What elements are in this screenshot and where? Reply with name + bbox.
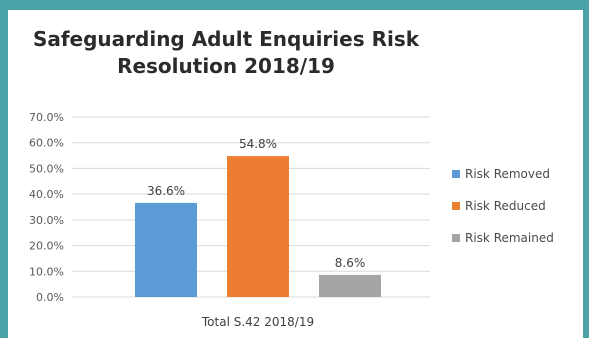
y-tick-label: 70.0%	[29, 111, 64, 124]
x-category-label: Total S.42 2018/19	[201, 315, 314, 329]
chart-title-line-2: Resolution 2018/19	[117, 54, 335, 78]
legend-item-risk-removed: Risk Removed	[452, 166, 582, 182]
legend: Risk Removed Risk Reduced Risk Remained	[452, 166, 582, 262]
bars	[135, 156, 381, 297]
y-tick-label: 0.0%	[36, 291, 64, 304]
y-axis-tick-labels: 0.0% 10.0% 20.0% 30.0% 40.0% 50.0% 60.0% 70.0%	[29, 111, 64, 304]
bar	[319, 274, 381, 297]
legend-label-risk-remained: Risk Remained	[465, 231, 554, 245]
chart-title: Safeguarding Adult Enquiries Risk Resolu…	[0, 26, 452, 80]
y-tick-label: 40.0%	[29, 188, 64, 201]
chart-frame	[8, 10, 583, 338]
chart-title-line-1: Safeguarding Adult Enquiries Risk	[32, 27, 420, 51]
bar	[135, 202, 197, 297]
legend-item-risk-reduced: Risk Reduced	[452, 198, 582, 214]
legend-swatch-risk-remained	[452, 234, 460, 242]
data-label: 54.8%	[239, 137, 277, 151]
y-tick-label: 10.0%	[29, 265, 64, 278]
legend-swatch-risk-reduced	[452, 202, 460, 210]
y-tick-label: 50.0%	[29, 162, 64, 175]
x-axis-category-labels: Total S.42 2018/19	[201, 315, 314, 329]
data-label: 8.6%	[335, 256, 366, 270]
data-label: 36.6%	[147, 184, 185, 198]
legend-item-risk-remained: Risk Remained	[452, 230, 582, 246]
legend-label-risk-removed: Risk Removed	[465, 167, 551, 181]
data-labels: 36.6% 54.8% 8.6%	[147, 137, 365, 270]
y-tick-label: 20.0%	[29, 240, 64, 253]
bar	[227, 156, 289, 297]
y-tick-label: 30.0%	[29, 214, 64, 227]
y-tick-label: 60.0%	[29, 137, 64, 150]
legend-label-risk-reduced: Risk Reduced	[465, 199, 546, 213]
legend-swatch-risk-removed	[452, 170, 460, 178]
